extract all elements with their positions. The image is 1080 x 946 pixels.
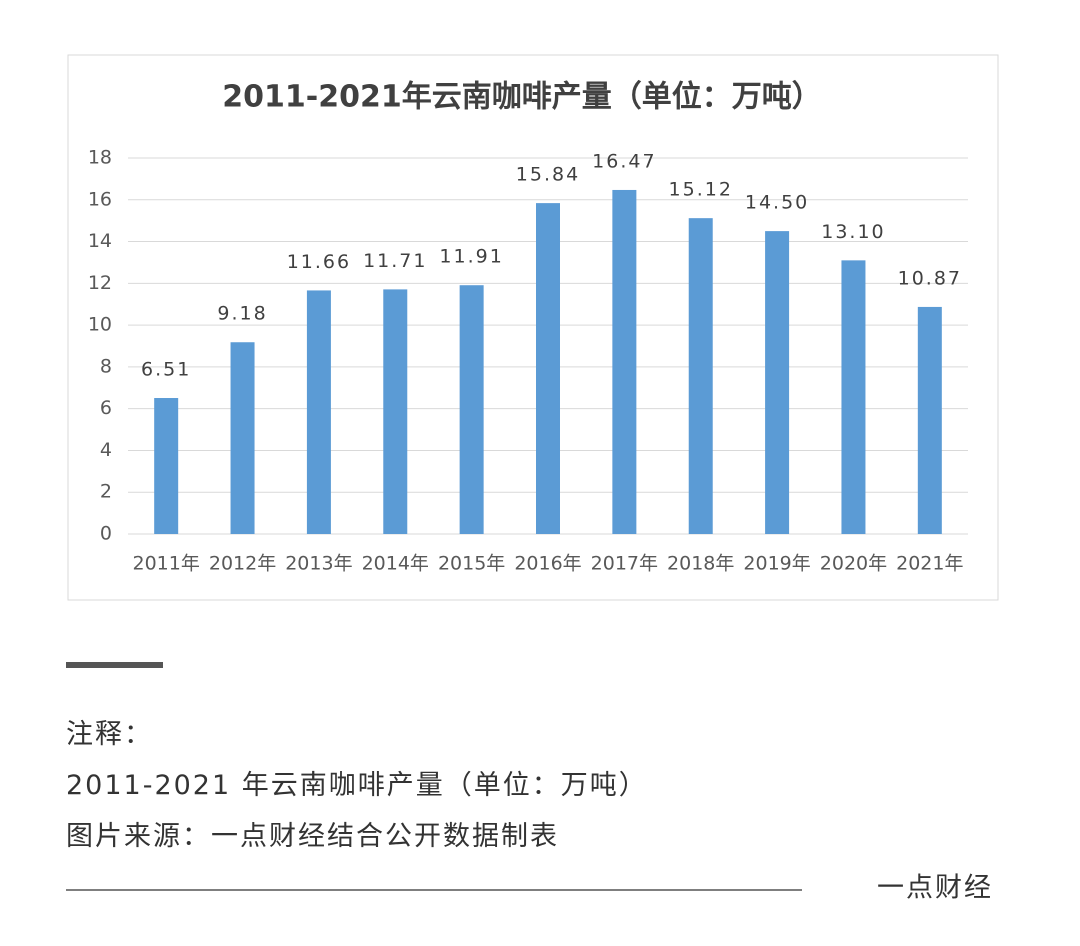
value-label: 6.51 xyxy=(141,359,191,381)
x-tick-label: 2011年 xyxy=(133,553,200,575)
y-tick-label: 16 xyxy=(88,188,112,210)
value-label: 14.50 xyxy=(745,192,809,214)
bar xyxy=(306,290,331,534)
bar xyxy=(612,189,637,534)
value-label: 11.91 xyxy=(439,246,503,268)
bar xyxy=(688,218,713,534)
bar xyxy=(459,285,484,534)
value-label: 9.18 xyxy=(217,303,267,325)
y-tick-label: 10 xyxy=(88,314,112,336)
y-tick-label: 0 xyxy=(100,523,112,545)
y-tick-label: 4 xyxy=(100,439,112,461)
note-line: 图片来源：一点财经结合公开数据制表 xyxy=(66,821,559,852)
divider xyxy=(66,662,163,668)
bar xyxy=(765,231,790,534)
bar xyxy=(917,306,942,534)
bar xyxy=(383,289,408,534)
value-label: 13.10 xyxy=(821,221,885,243)
x-tick-label: 2013年 xyxy=(285,553,352,575)
x-tick-label: 2015年 xyxy=(438,553,505,575)
value-label: 15.12 xyxy=(669,179,733,201)
bar xyxy=(841,260,866,534)
value-label: 11.66 xyxy=(287,251,351,273)
y-tick-label: 8 xyxy=(100,355,112,377)
y-tick-label: 12 xyxy=(88,272,112,294)
x-tick-label: 2012年 xyxy=(209,553,276,575)
y-tick-label: 14 xyxy=(88,230,112,252)
bar xyxy=(154,398,179,534)
x-tick-label: 2019年 xyxy=(743,553,810,575)
note-line: 2011-2021 年云南咖啡产量（单位：万吨） xyxy=(66,770,648,801)
value-label: 10.87 xyxy=(898,267,962,289)
x-tick-label: 2021年 xyxy=(896,553,963,575)
value-label: 16.47 xyxy=(592,150,656,172)
x-tick-label: 2016年 xyxy=(514,553,581,575)
x-tick-label: 2014年 xyxy=(362,553,429,575)
bar xyxy=(536,203,560,534)
y-tick-label: 18 xyxy=(88,147,112,169)
bar xyxy=(230,342,255,534)
value-label: 11.71 xyxy=(363,250,427,272)
y-tick-label: 6 xyxy=(100,397,112,419)
x-tick-label: 2020年 xyxy=(820,553,887,575)
y-tick-label: 2 xyxy=(100,481,112,503)
value-label: 15.84 xyxy=(516,164,580,186)
x-tick-label: 2018年 xyxy=(667,553,734,575)
chart-title: 2011-2021年云南咖啡产量（单位：万吨） xyxy=(222,80,821,115)
note-heading: 注释： xyxy=(66,719,153,750)
footer-brand: 一点财经 xyxy=(877,873,993,904)
x-tick-label: 2017年 xyxy=(591,553,658,575)
